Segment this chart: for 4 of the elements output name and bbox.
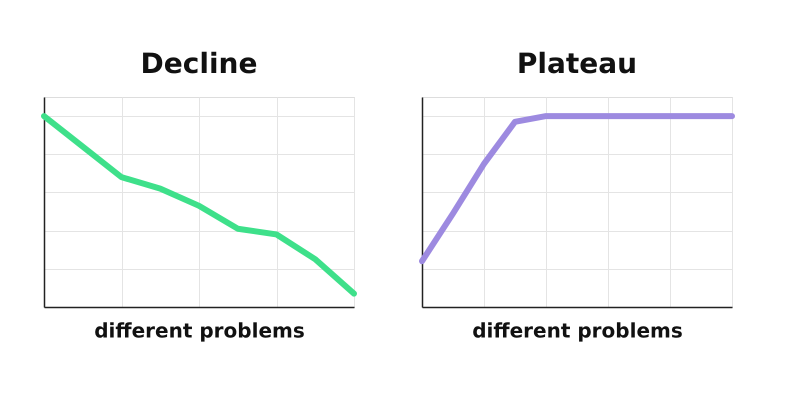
chart-title: Plateau [516, 47, 638, 80]
x-axis-title: different problems [94, 318, 305, 342]
chart-title: Decline [140, 47, 258, 80]
x-axis-title: different problems [472, 318, 683, 342]
